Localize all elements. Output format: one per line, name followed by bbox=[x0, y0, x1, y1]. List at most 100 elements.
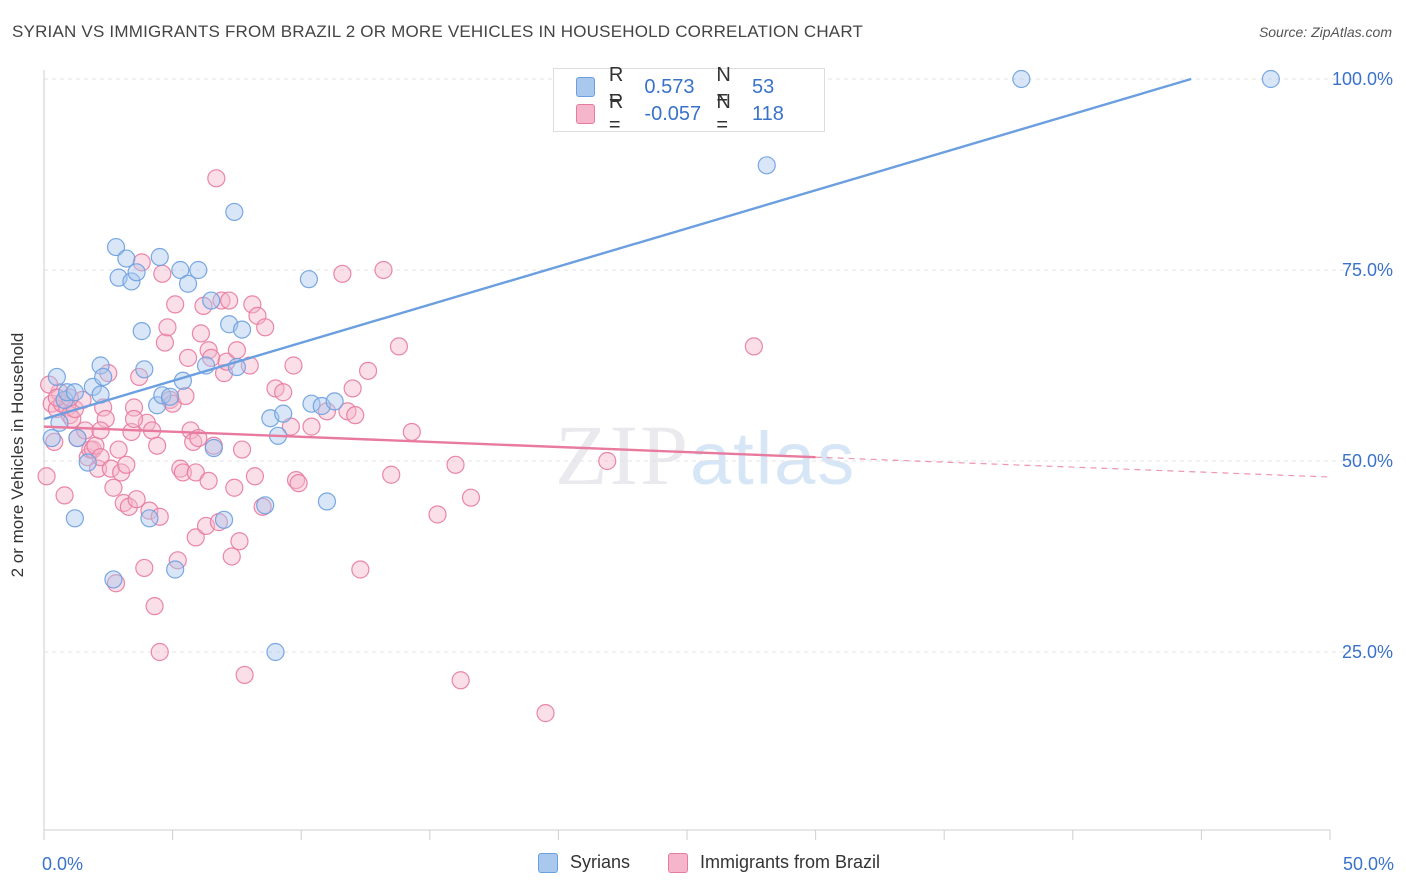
brazil-point bbox=[178, 348, 198, 367]
brazil-point bbox=[245, 467, 265, 486]
syrians-point bbox=[1261, 69, 1280, 89]
brazil-point bbox=[109, 440, 128, 459]
syrians-point bbox=[94, 367, 113, 387]
syrians-point bbox=[757, 156, 776, 175]
brazil-point bbox=[153, 264, 172, 283]
y-tick-label: 75.0% bbox=[1342, 260, 1393, 280]
brazil-point bbox=[155, 333, 174, 352]
brazil-point bbox=[101, 459, 120, 478]
brazil-point bbox=[351, 560, 370, 579]
syrians-point bbox=[91, 356, 110, 375]
brazil-point bbox=[225, 478, 244, 497]
brazil-point bbox=[220, 291, 239, 310]
brazil-point bbox=[461, 488, 481, 507]
legend-item-syrians[interactable]: Syrians bbox=[538, 852, 630, 873]
syrians-point bbox=[127, 263, 146, 282]
syrians-point bbox=[104, 570, 123, 589]
syrians-point bbox=[1012, 69, 1031, 89]
brazil-point bbox=[148, 436, 167, 455]
brazil-point bbox=[598, 451, 617, 471]
legend-item-brazil[interactable]: Immigrants from Brazil bbox=[668, 852, 880, 873]
brazil-point bbox=[124, 409, 144, 429]
brazil-point bbox=[230, 532, 249, 551]
brazil-point bbox=[186, 528, 205, 547]
brazil-point bbox=[333, 264, 352, 283]
legend-label-brazil: Immigrants from Brazil bbox=[700, 852, 881, 872]
brazil-point bbox=[76, 421, 95, 440]
legend-r-label: R = bbox=[608, 64, 624, 109]
legend-swatch-brazil bbox=[668, 852, 688, 873]
legend-row-brazil: R = -0.057 N = 118 bbox=[576, 91, 824, 136]
brazil-point bbox=[256, 318, 275, 337]
brazil-point bbox=[37, 467, 56, 486]
syrians-point bbox=[58, 383, 77, 402]
syrians-point bbox=[153, 386, 172, 405]
syrians-point bbox=[299, 270, 319, 289]
series-immigrants-from-brazil-points bbox=[37, 169, 763, 723]
brazil-point bbox=[235, 665, 254, 685]
tick-labels: 25.0% 50.0% 75.0% 100.0% 0.0% 50.0% bbox=[42, 69, 1394, 874]
syrians-point bbox=[325, 392, 344, 411]
syrians-point bbox=[68, 428, 87, 448]
syrians-point bbox=[317, 492, 337, 511]
watermark-atlas: atlas bbox=[690, 417, 857, 500]
legend-swatch-brazil bbox=[576, 104, 595, 124]
y-tick-label: 100.0% bbox=[1332, 69, 1393, 89]
series-syrians-points bbox=[42, 69, 1280, 662]
brazil-point bbox=[158, 318, 177, 337]
syrians-point bbox=[214, 510, 234, 529]
brazil-point bbox=[446, 455, 465, 474]
syrians-point bbox=[65, 383, 84, 402]
brazil-point bbox=[104, 478, 123, 497]
syrians-point bbox=[148, 396, 167, 415]
brazil-point bbox=[389, 337, 409, 356]
brazil-point bbox=[286, 471, 306, 490]
legend-n-value: 118 bbox=[752, 102, 784, 125]
trend-lines bbox=[43, 77, 1331, 478]
y-axis-label-wrap: 2 or more Vehicles in Household bbox=[8, 333, 28, 578]
legend-r-label: R = bbox=[608, 91, 624, 136]
brazil-point bbox=[346, 406, 365, 425]
legend-r-value: 0.573 bbox=[644, 75, 695, 98]
syrians-point bbox=[266, 642, 285, 662]
brazil-point bbox=[135, 558, 154, 578]
brazil-point bbox=[140, 501, 159, 520]
legend-n-label: N = bbox=[716, 64, 731, 109]
legend-n-label: N = bbox=[716, 91, 731, 136]
syrians-trend-line bbox=[43, 77, 1192, 421]
brazil-point bbox=[284, 356, 303, 375]
brazil-point bbox=[173, 463, 192, 482]
brazil-point bbox=[181, 421, 200, 440]
syrians-point bbox=[178, 274, 198, 293]
brazil-point bbox=[222, 547, 241, 566]
brazil-point bbox=[186, 463, 205, 482]
brazil-point bbox=[536, 704, 555, 723]
syrians-point bbox=[202, 291, 221, 310]
syrians-point bbox=[122, 272, 141, 291]
brazil-point bbox=[207, 169, 226, 188]
y-tick-label: 25.0% bbox=[1342, 642, 1393, 662]
watermark-zip: ZIP bbox=[555, 407, 690, 503]
legend-r-value: -0.057 bbox=[644, 102, 702, 125]
chart-source: Source: ZipAtlas.com bbox=[1258, 24, 1392, 40]
syrians-point bbox=[256, 496, 275, 515]
brazil-point bbox=[166, 295, 185, 314]
legend-swatch-syrians bbox=[576, 77, 595, 97]
legend-swatch-syrians bbox=[538, 852, 558, 873]
brazil-point bbox=[117, 455, 136, 474]
brazil-point bbox=[243, 295, 262, 314]
syrians-point bbox=[150, 247, 169, 267]
legend-n-value: 53 bbox=[752, 75, 775, 98]
brazil-point bbox=[88, 459, 108, 478]
y-axis-label: 2 or more Vehicles in Household bbox=[8, 332, 27, 578]
syrians-point bbox=[232, 320, 252, 339]
syrians-point bbox=[166, 560, 185, 579]
brazil-point bbox=[374, 260, 393, 280]
brazil-point bbox=[119, 497, 138, 516]
brazil-point bbox=[132, 253, 151, 272]
brazil-point bbox=[199, 471, 218, 490]
chart-title: SYRIAN VS IMMIGRANTS FROM BRAZIL 2 OR MO… bbox=[12, 22, 864, 41]
brazil-point bbox=[150, 642, 169, 662]
watermark: ZIPatlas bbox=[555, 405, 856, 505]
